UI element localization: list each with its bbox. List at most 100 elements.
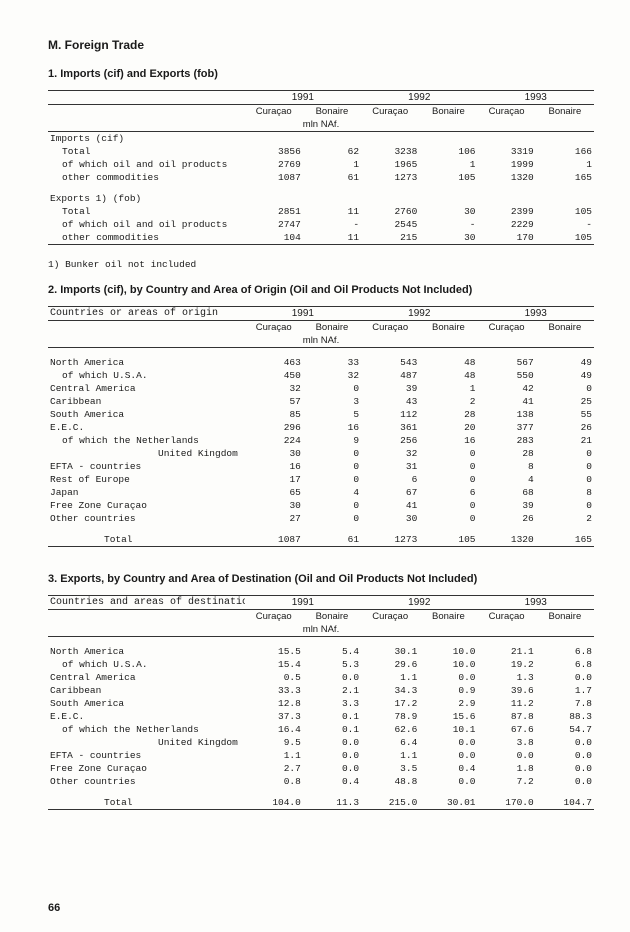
cell: 296 xyxy=(245,421,303,434)
cell: 0 xyxy=(419,460,477,473)
table-row: other commodities10876112731051320165 xyxy=(48,171,594,184)
cell: 29.6 xyxy=(361,658,419,671)
cell: 1.1 xyxy=(361,671,419,684)
table-row: of which the Netherlands22492561628321 xyxy=(48,434,594,447)
table3-head: Countries and areas of destination 1991 … xyxy=(48,596,594,609)
table2-row-header: Countries or areas of origin xyxy=(48,307,245,320)
cell: 2.9 xyxy=(419,697,477,710)
table-row: Free Zone Curaçao2.70.03.50.41.80.0 xyxy=(48,762,594,775)
cell: 2760 xyxy=(361,205,419,218)
cell: 41 xyxy=(361,499,419,512)
row-label: E.E.C. xyxy=(48,421,245,434)
cell: 4 xyxy=(478,473,536,486)
cell: 0.1 xyxy=(303,710,361,723)
cell: 49 xyxy=(536,369,594,382)
cell: 0.0 xyxy=(536,736,594,749)
table2-unit-row: mln NAf. xyxy=(48,334,594,347)
year-header: 1992 xyxy=(361,91,477,104)
cell: 2 xyxy=(536,512,594,525)
cell: 0.0 xyxy=(419,749,477,762)
cell: 8 xyxy=(478,460,536,473)
cell: - xyxy=(303,218,361,231)
table-row: of which U.S.A.15.45.329.610.019.26.8 xyxy=(48,658,594,671)
rule xyxy=(48,809,594,810)
cell: 0.0 xyxy=(536,671,594,684)
cell: 67 xyxy=(361,486,419,499)
cell: 256 xyxy=(361,434,419,447)
cell: 0.0 xyxy=(536,749,594,762)
table-row: Rest of Europe1706040 xyxy=(48,473,594,486)
cell: 3.5 xyxy=(361,762,419,775)
cell: 0.4 xyxy=(303,775,361,788)
cell: 0.0 xyxy=(303,671,361,684)
cell: 2851 xyxy=(245,205,303,218)
cell: 7.2 xyxy=(478,775,536,788)
unit-label: mln NAf. xyxy=(48,118,594,131)
cell: 61 xyxy=(303,533,361,546)
cell: 0 xyxy=(303,460,361,473)
cell: 11.2 xyxy=(478,697,536,710)
cell: 33 xyxy=(303,356,361,369)
cell: 12.8 xyxy=(245,697,303,710)
cell: 105 xyxy=(419,533,477,546)
cell: 55 xyxy=(536,408,594,421)
cell: 0 xyxy=(419,447,477,460)
cell: 1 xyxy=(419,158,477,171)
cell: 0.0 xyxy=(536,775,594,788)
table2-locs: Curaçao Bonaire Curaçao Bonaire Curaçao … xyxy=(48,321,594,334)
cell: 17 xyxy=(245,473,303,486)
cell: 1087 xyxy=(245,533,303,546)
cell: 4 xyxy=(303,486,361,499)
table-row: of which U.S.A.450324874855049 xyxy=(48,369,594,382)
loc-header: Curaçao xyxy=(361,321,419,334)
cell: 105 xyxy=(419,171,477,184)
table-row: E.E.C.296163612037726 xyxy=(48,421,594,434)
cell: 39.6 xyxy=(478,684,536,697)
cell: 1965 xyxy=(361,158,419,171)
cell: 33.3 xyxy=(245,684,303,697)
cell: 67.6 xyxy=(478,723,536,736)
group-header-row: Exports 1) (fob) xyxy=(48,192,594,205)
table-row: United Kingdom9.50.06.40.03.80.0 xyxy=(48,736,594,749)
cell: 85 xyxy=(245,408,303,421)
table3-unit-row: mln NAf. xyxy=(48,623,594,636)
cell: 30.1 xyxy=(361,645,419,658)
cell: 165 xyxy=(536,533,594,546)
cell: 28 xyxy=(419,408,477,421)
loc-header: Bonaire xyxy=(536,610,594,623)
cell: 9.5 xyxy=(245,736,303,749)
cell: 104 xyxy=(245,231,303,244)
cell: 112 xyxy=(361,408,419,421)
cell: 0 xyxy=(536,473,594,486)
cell: 37.3 xyxy=(245,710,303,723)
table-row: Central America0.50.01.10.01.30.0 xyxy=(48,671,594,684)
row-label: Total xyxy=(48,145,245,158)
row-label: E.E.C. xyxy=(48,710,245,723)
row-label: Rest of Europe xyxy=(48,473,245,486)
loc-header: Curaçao xyxy=(478,321,536,334)
row-label: United Kingdom xyxy=(48,736,245,749)
cell: 0 xyxy=(419,473,477,486)
cell: 17.2 xyxy=(361,697,419,710)
table1-body: Curaçao Bonaire Curaçao Bonaire Curaçao … xyxy=(48,105,594,131)
cell: 1 xyxy=(303,158,361,171)
cell: 21 xyxy=(536,434,594,447)
cell: 543 xyxy=(361,356,419,369)
cell: 31 xyxy=(361,460,419,473)
cell: 0.1 xyxy=(303,723,361,736)
table-row: Other countries270300262 xyxy=(48,512,594,525)
cell: 166 xyxy=(536,145,594,158)
row-label: Caribbean xyxy=(48,684,245,697)
cell: 16.4 xyxy=(245,723,303,736)
cell: 3856 xyxy=(245,145,303,158)
cell: 0 xyxy=(536,499,594,512)
cell: 30 xyxy=(419,205,477,218)
unit-label: mln NAf. xyxy=(48,623,594,636)
year-header: 1991 xyxy=(245,307,361,320)
cell: 6.4 xyxy=(361,736,419,749)
year-header: 1992 xyxy=(361,596,477,609)
cell: 0.0 xyxy=(419,736,477,749)
table1-title: 1. Imports (cif) and Exports (fob) xyxy=(48,68,594,80)
year-header: 1993 xyxy=(478,596,595,609)
loc-header: Curaçao xyxy=(245,105,303,118)
